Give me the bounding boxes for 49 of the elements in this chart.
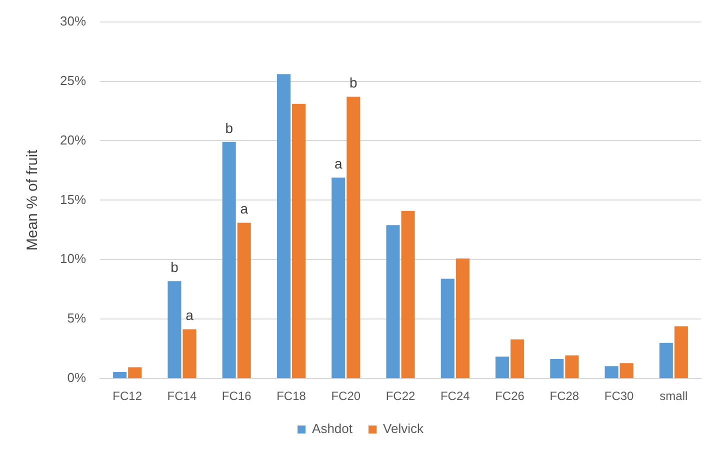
- bar: [674, 326, 688, 378]
- x-tick-label: FC28: [550, 389, 580, 404]
- annotation: b: [170, 258, 179, 275]
- bar: [113, 372, 127, 378]
- y-tick-label: 0%: [67, 370, 86, 386]
- y-tick-label: 25%: [60, 72, 86, 88]
- bar: [620, 363, 634, 378]
- x-tick-label: FC14: [167, 389, 197, 404]
- bar: [182, 329, 196, 378]
- x-tick-label: small: [660, 389, 688, 404]
- legend-label: Ashdot: [312, 421, 353, 436]
- y-tick-label: 5%: [67, 310, 86, 326]
- bar: [550, 358, 564, 378]
- x-tick-label: FC12: [112, 389, 142, 404]
- y-axis-title: Mean % of fruit: [24, 148, 42, 251]
- bar: [659, 342, 673, 378]
- y-tick-label: 30%: [60, 13, 86, 28]
- bar: [346, 96, 360, 378]
- x-tick-label: FC20: [331, 389, 361, 404]
- bar: [510, 339, 524, 378]
- x-tick-label: FC18: [276, 389, 306, 404]
- annotation: a: [334, 155, 342, 172]
- x-tick-label: FC30: [604, 389, 634, 404]
- bar: [386, 225, 400, 378]
- bar: [565, 355, 579, 378]
- bar: [222, 142, 236, 378]
- y-tick-label: 10%: [60, 251, 86, 266]
- bar: [496, 356, 510, 378]
- x-tick-label: FC26: [495, 389, 525, 404]
- y-tick-label: 15%: [60, 192, 86, 207]
- bar: [401, 210, 415, 378]
- bar: [276, 74, 290, 378]
- annotation: a: [240, 200, 248, 217]
- x-tick-label: FC16: [222, 389, 252, 404]
- bar: [128, 367, 142, 378]
- legend-label: Velvick: [383, 421, 424, 436]
- x-tick-label: FC22: [386, 389, 416, 404]
- bar: [168, 281, 182, 378]
- bar: [456, 258, 470, 378]
- bar: [440, 278, 454, 378]
- annotation: b: [225, 120, 234, 136]
- annotation: a: [186, 307, 194, 324]
- annotation: b: [349, 74, 358, 91]
- bar: [604, 366, 618, 378]
- bar: [237, 222, 251, 378]
- bar: [332, 178, 346, 378]
- y-tick-label: 20%: [60, 132, 86, 148]
- x-tick-label: FC24: [440, 389, 470, 404]
- bar: [292, 104, 306, 378]
